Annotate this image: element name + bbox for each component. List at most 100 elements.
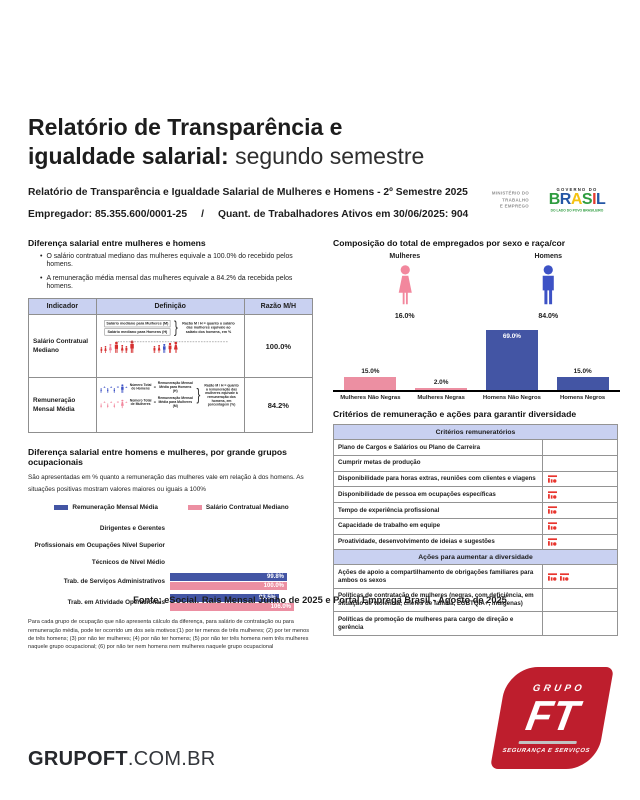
men-count-label: Número Total de Homens [129,383,152,392]
bar-remuneracao-mensal: 99.8% [170,573,287,582]
composition-category-label: Mulheres Não Negras [340,395,401,401]
page-title-line2-bold: igualdade salarial: [28,142,229,169]
composition-column: 15.0% [335,368,406,390]
gov-logo-top-text: GOVERNO DO [556,188,598,193]
broken-image-icon [548,522,557,530]
occupational-category-label: Trab. em Atividade Operacionais [67,599,165,607]
criteria-row: Proatividade, desenvolvimento de ideias … [334,534,617,551]
column-header-definicao: Definição [95,298,245,316]
criteria-label: Proatividade, desenvolvimento de ideias … [334,534,543,550]
bar-remuneracao-mensal: 93.5% [170,594,279,603]
occupational-category-label: Dirigentes e Gerentes [99,525,165,533]
broken-image-icon [548,490,557,499]
criteria-row: Capacidade de trabalho em equipe [334,518,617,535]
criteria-status-cell [543,535,617,550]
left-column: Diferença salarial entre mulheres e home… [28,238,315,652]
median-salary-diagram: Salário mediano para Mulheres (M) Salári… [100,319,240,353]
chart-footnote: Para cada grupo de ocupação que não apre… [28,619,310,651]
female-person-icon [396,265,415,305]
indicator-label: Remuneração Mensal Média [28,377,97,434]
ratio-value: 100.0% [243,314,314,379]
criteria-status-cell [543,472,617,487]
criteria-row: Tempo de experiência profissional [334,503,617,519]
criteria-label: Políticas de promoção de mulheres para c… [334,612,543,635]
bar-salario-mediano: 100.0% [170,582,287,591]
brasil-logo-letter: L [596,191,606,208]
pay-gap-table-header-row: Indicador Definição Razão M/H [28,298,314,316]
ft-logo-tagline: SEGURANÇA E SERVIÇOS [502,747,591,754]
criteria-label: Políticas de contratação de mulheres (ne… [334,588,543,612]
brace-glyph: } [173,318,178,337]
legend-item-salario: Salário Contratual Mediano [187,504,289,511]
legend-swatch-pink [187,505,202,511]
report-header: Relatório de Transparência e Igualdade S… [28,187,616,221]
ministry-logo: MINISTÉRIO DO TRABALHO E EMPREGO [469,188,529,218]
occupational-section-title: Diferença salarial entre homens e mulher… [28,447,287,468]
criteria-row: Cumprir metas de produção [334,455,617,472]
broken-image-icon [548,538,557,546]
ft-logo-initials: FT [522,691,583,739]
page-title-line1: Relatório de Transparência e [28,114,343,140]
website-url-light: .COM.BR [127,748,216,770]
women-average-label: Remuneração Mensal Média para Mulheres (… [157,396,193,409]
table-row-salario-mediano: Salário Contratual Mediano Salário media… [28,314,314,379]
employer-id: Empregador: 85.355.600/0001-25 [28,209,188,221]
people-row-illustration [100,340,240,353]
composition-column: 69.0% [477,329,548,390]
chart-legend: Remuneração Mensal Média Salário Contrat… [28,504,315,511]
composition-bar: 69.0% [485,329,538,390]
male-person-icon [539,265,558,305]
criteria-row: Disponibilidade de pessoa em ocupações e… [334,487,617,503]
definition-diagram-cell: Salário mediano para Mulheres (M) Salári… [95,314,245,379]
broken-image-icon [548,475,557,483]
occupational-row: Trab. em Atividade Operacionais 93.5% 106.… [28,594,315,612]
composition-column: 15.0% [547,368,618,390]
criteria-section-header: Ações para aumentar a diversidade [334,550,617,566]
person-icon [113,342,118,354]
bar-salario-mediano: 106.0% [170,603,294,612]
male-label: Homens [534,253,563,260]
person-icon [129,341,135,354]
ratio-value: 84.2% [243,377,314,434]
brasil-logo-letter: R [559,191,572,208]
female-percentage: 16.0% [394,313,415,320]
person-icon [113,388,115,393]
broken-image-icon [548,506,557,515]
governo-do-brasil-logo: GOVERNO DO BRASIL DO LADO DO POVO BRASIL… [538,188,616,216]
composition-value: 15.0% [573,367,592,375]
broken-image-icon [560,572,569,581]
composition-bar [344,376,397,390]
page-title: Relatório de Transparência e igualdade s… [28,113,424,170]
report-header-text: Relatório de Transparência e Igualdade S… [28,187,468,221]
composition-category-label: Homens Negros [560,395,606,401]
bullet-item: • O salário contratual mediano das mulher… [40,253,293,269]
occupational-row: Dirigentes e Gerentes [28,522,315,535]
criteria-row: Ações de apoio a compartilhamento de obr… [334,565,617,589]
website-url-bold: GRUPOFT [28,748,128,770]
brace-glyph: } [196,385,201,405]
criteria-table: Critérios remuneratórios Plano de Cargos … [333,424,618,636]
composition-bar [415,388,468,390]
male-figure-block: Homens 84.0% [477,253,621,320]
government-logos: MINISTÉRIO DO TRABALHO E EMPREGO GOVERNO D… [469,188,616,218]
women-count-label: Número Total de Mulheres [129,398,152,407]
criteria-label: Plano de Cargos e Salários ou Plano de C… [334,440,543,455]
report-header-line1: Relatório de Transparência e Igualdade S… [28,187,468,198]
right-column: Composição do total de empregados por se… [333,238,620,636]
occupational-row: Trab. de Serviços Administrativos 99.8% 10… [28,573,315,591]
person-icon-highlight-male [162,344,166,353]
formula-box-women: Salário mediano para Mulheres (M) [103,320,171,328]
report-header-line2: Empregador: 85.355.600/0001-25/Quant. de… [28,209,469,221]
person-icon [120,345,124,353]
men-average-label: Remuneração Mensal Média para Homens (H) [157,381,193,393]
criteria-section-title: Critérios de remuneração e ações para ga… [333,409,577,419]
brasil-logo-name: BRASIL [538,192,616,208]
male-percentage: 84.0% [538,313,559,320]
person-icon [113,404,115,409]
indicator-label: Salário Contratual Mediano [28,314,97,379]
criteria-status-cell [543,612,617,635]
pay-gap-table: Indicador Definição Razão M/H Salário Co… [28,298,314,434]
formula-box-men: Salário mediano para Homens (H) [103,328,171,336]
bullet-dot: • [40,253,43,260]
composition-bar [556,376,609,390]
